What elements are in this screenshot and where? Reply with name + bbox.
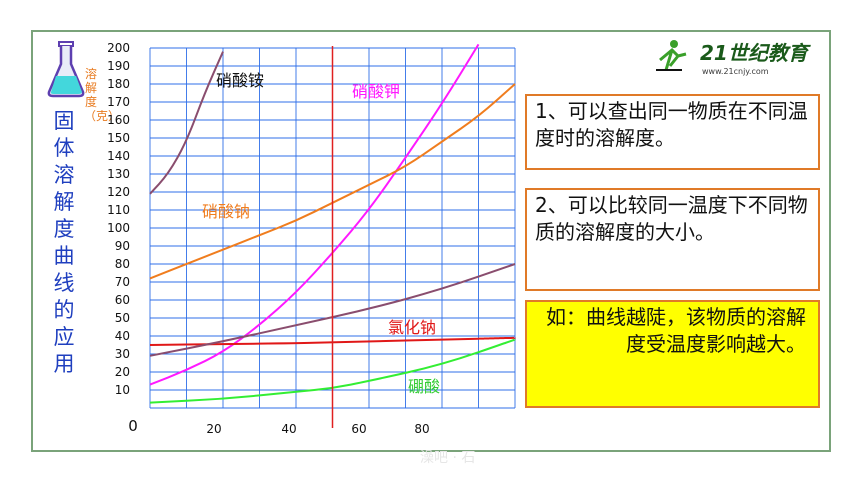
flask-icon [47,41,85,98]
y-tick-label: 70 [115,275,130,289]
y-tick-label: 140 [107,149,130,163]
y-tick-label: 180 [107,77,130,91]
x-tick-label: 0 [128,417,138,435]
watermark: 澡吧 · 石 [420,450,476,466]
note-box-3: 如：曲线越陡，该物质的溶解度受温度影响越大。 [525,300,820,408]
y-tick-label: 170 [107,95,130,109]
y-tick-label: 80 [115,257,130,271]
series-label: 氯化钠 [388,318,436,337]
runner-icon [656,40,687,71]
y-tick-label: 40 [115,329,130,343]
page-title: 固体溶解度曲线的应用 [53,109,75,376]
note-box-1: 1、可以查出同一物质在不同温度时的溶解度。 [525,94,820,170]
y-tick-label: 160 [107,113,130,127]
series-label: 硝酸铵 [216,71,264,90]
series-label: 硼酸 [408,377,440,396]
y-tick-label: 110 [107,203,130,217]
y-tick-label: 10 [115,383,130,397]
y-tick-label: 150 [107,131,130,145]
y-tick-label: 190 [107,59,130,73]
y-tick-label: 60 [115,293,130,307]
note-box-2: 2、可以比较同一温度下不同物质的溶解度的大小。 [525,188,820,291]
series-line [149,43,480,386]
solubility-chart: 10 20 30 40 50 60 70 80 90 100 110 120 130 140 150 160 1… [107,41,516,436]
y-tick-label: 30 [115,347,130,361]
y-tick-label: 100 [107,221,130,235]
y-tick-label: 130 [107,167,130,181]
logo: 21世纪教育 www.21cnjy.com [652,36,822,80]
y-tick-label: 90 [115,239,130,253]
x-tick-label: 40 [281,422,296,436]
x-tick-label: 80 [414,422,429,436]
y-tick-label: 200 [107,41,130,55]
y-tick-label: 50 [115,311,130,325]
y-tick-label: 20 [115,365,130,379]
series-label: 硝酸钾 [352,82,400,101]
x-tick-label: 20 [206,422,221,436]
series-label: 硝酸钠 [202,202,250,221]
series-line [149,51,224,195]
slide-frame [31,30,831,452]
y-tick-label: 120 [107,185,130,199]
logo-text: 21世纪教育 [700,41,811,65]
x-tick-label: 60 [351,422,366,436]
logo-url: www.21cnjy.com [702,67,769,76]
